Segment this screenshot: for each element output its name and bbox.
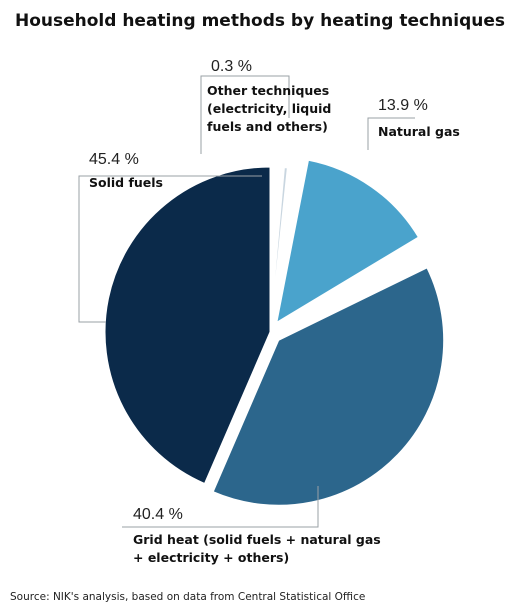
name-label-other-techniques-line-2: (electricity, liquid	[207, 101, 331, 116]
leader-natural-gas	[367, 117, 415, 150]
value-label-grid-heat: 40.4 %	[133, 506, 183, 523]
slice-natural-gas	[276, 159, 419, 324]
name-label-other-techniques-line-3: fuels and others)	[207, 119, 328, 134]
value-label-natural-gas: 13.9 %	[378, 97, 428, 114]
leader-solid-fuels	[78, 175, 262, 323]
leader-grid-heat	[122, 486, 319, 528]
leader-other-techniques	[200, 75, 290, 154]
pie-slices	[104, 159, 445, 506]
source-note: Source: NIK's analysis, based on data fr…	[10, 591, 365, 603]
slice-solid-fuels	[104, 166, 271, 485]
value-label-other-techniques: 0.3 %	[211, 58, 252, 75]
slice-labels: 45.4 % Solid fuels 0.3 % Other techniques (e…	[89, 58, 460, 565]
chart-title: Household heating methods by heating tec…	[15, 11, 505, 31]
value-label-solid-fuels: 45.4 %	[89, 151, 139, 168]
name-label-solid-fuels: Solid fuels	[89, 175, 163, 190]
name-label-grid-heat-line-2: + electricity + others)	[133, 550, 289, 565]
name-label-natural-gas: Natural gas	[378, 124, 460, 139]
name-label-other-techniques-line-1: Other techniques	[207, 83, 329, 98]
slice-other-techniques	[269, 167, 288, 333]
slice-grid-heat	[212, 267, 445, 506]
name-label-grid-heat-line-1: Grid heat (solid fuels + natural gas	[133, 532, 381, 547]
